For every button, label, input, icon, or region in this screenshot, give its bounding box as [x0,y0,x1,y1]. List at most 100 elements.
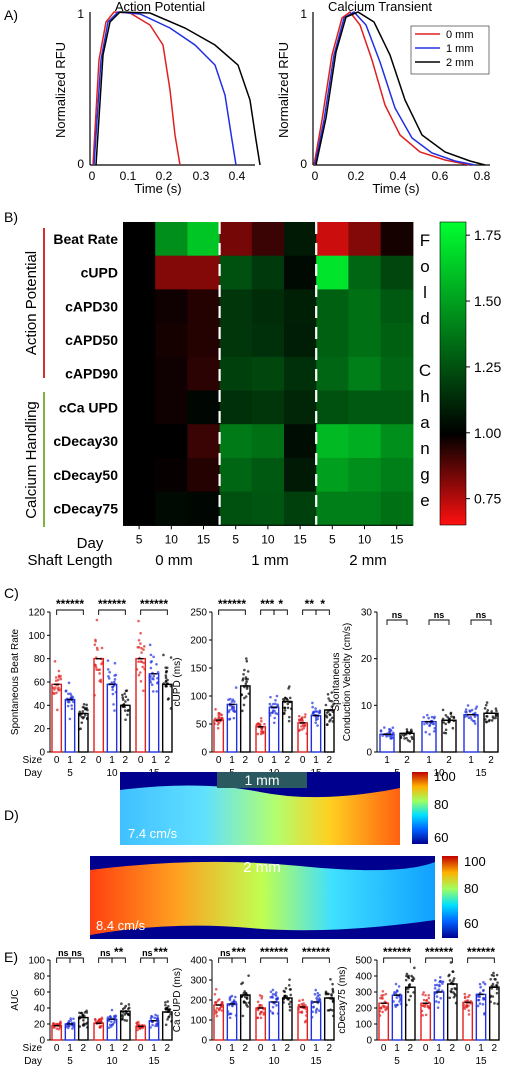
data-point [52,1026,56,1029]
data-point [137,645,141,649]
heatmap-cell [155,424,188,459]
data-point [425,999,428,1002]
y-axis-label: cUPD (ms) [172,658,183,707]
colorbar-label-letter: e [420,491,429,510]
y-tick-label: 300 [190,976,207,987]
data-point [156,1021,159,1025]
data-point [496,981,499,984]
heatmap-cell [316,255,349,290]
y-tick-label: 250 [190,608,207,619]
data-point [271,1012,275,1015]
data-point [152,677,155,681]
heatmap-cell [155,255,188,290]
data-point [318,1009,321,1013]
data-point [289,707,293,711]
size-tick-label: 2 [285,755,291,766]
data-point [378,1014,382,1017]
significance-bracket [140,957,155,963]
significance-label: *** [154,945,168,959]
colorbar-label-letter: l [423,283,427,302]
heatmap-cell [284,424,317,459]
data-point [298,999,301,1003]
data-point [297,1007,301,1011]
significance-bracket [56,609,84,615]
data-point [85,1011,89,1014]
data-point [83,1011,87,1014]
data-point [427,993,431,997]
data-point [311,705,314,709]
significance-label: ns [392,610,403,620]
data-point [167,1004,170,1008]
data-point [424,730,428,734]
data-point [121,698,125,701]
data-point [442,721,446,724]
data-point [481,1003,485,1006]
data-point [59,1022,62,1025]
data-point [258,1012,262,1016]
data-point [283,709,287,712]
data-point [156,1014,159,1018]
data-point [271,1005,275,1009]
heatmap-row-label: cAPD90 [65,366,118,382]
day-tick-label: 10 [433,1056,445,1067]
data-point [97,1019,100,1023]
significance-label: *** [232,945,246,959]
data-point [162,653,165,657]
significance-bracket [98,609,126,615]
data-point [269,995,272,999]
data-point [420,1009,424,1013]
y-axis-label: Ca cUPD (ms) [172,968,183,1032]
day-tick-label: 10 [433,768,445,779]
data-point [428,723,432,727]
data-point [437,1000,441,1004]
heatmap-cell [316,390,349,425]
data-point [256,1000,260,1004]
data-point [137,660,140,664]
y-tick-label: 200 [190,996,207,1007]
data-point [464,710,467,714]
heatmap-cell [155,457,188,493]
data-point [381,989,385,993]
data-point [287,687,290,690]
data-point [100,1016,104,1020]
data-point [164,674,168,677]
y-tick-label: 0 [39,748,45,759]
data-point [166,1000,170,1003]
data-point [228,697,232,701]
data-point [70,694,73,698]
data-point [231,1004,234,1007]
data-point [481,989,485,993]
heatmap-cell [187,255,221,290]
size-tick-label: 1 [271,1043,277,1054]
colorbar-label-letter: h [420,387,429,406]
ap-xtick-4: 0.4 [229,169,246,183]
data-point [470,718,473,721]
data-point [330,691,334,694]
data-point [326,992,329,996]
data-point [396,1003,399,1007]
significance-bracket [428,619,450,625]
map1-scale-60: 60 [434,830,448,845]
data-point [318,993,321,997]
data-point [485,701,489,704]
data-point [326,723,329,726]
data-point [314,710,317,713]
data-point [100,662,103,666]
data-point [215,1014,219,1018]
data-point [81,710,85,713]
size-tick-label: 2 [165,1043,171,1054]
data-point [491,995,495,998]
heatmap-day-label: 15 [293,532,307,546]
data-point [391,731,395,735]
data-point [409,994,412,998]
data-point [427,996,431,1000]
data-point [228,709,231,712]
data-point [451,726,455,730]
data-point [242,703,246,707]
ca-group-label: Calcium Handling [23,401,40,519]
heatmap-day-label: 10 [261,532,275,546]
heatmap-cell [219,491,253,526]
significance-bracket [260,957,288,963]
data-point [150,683,154,686]
